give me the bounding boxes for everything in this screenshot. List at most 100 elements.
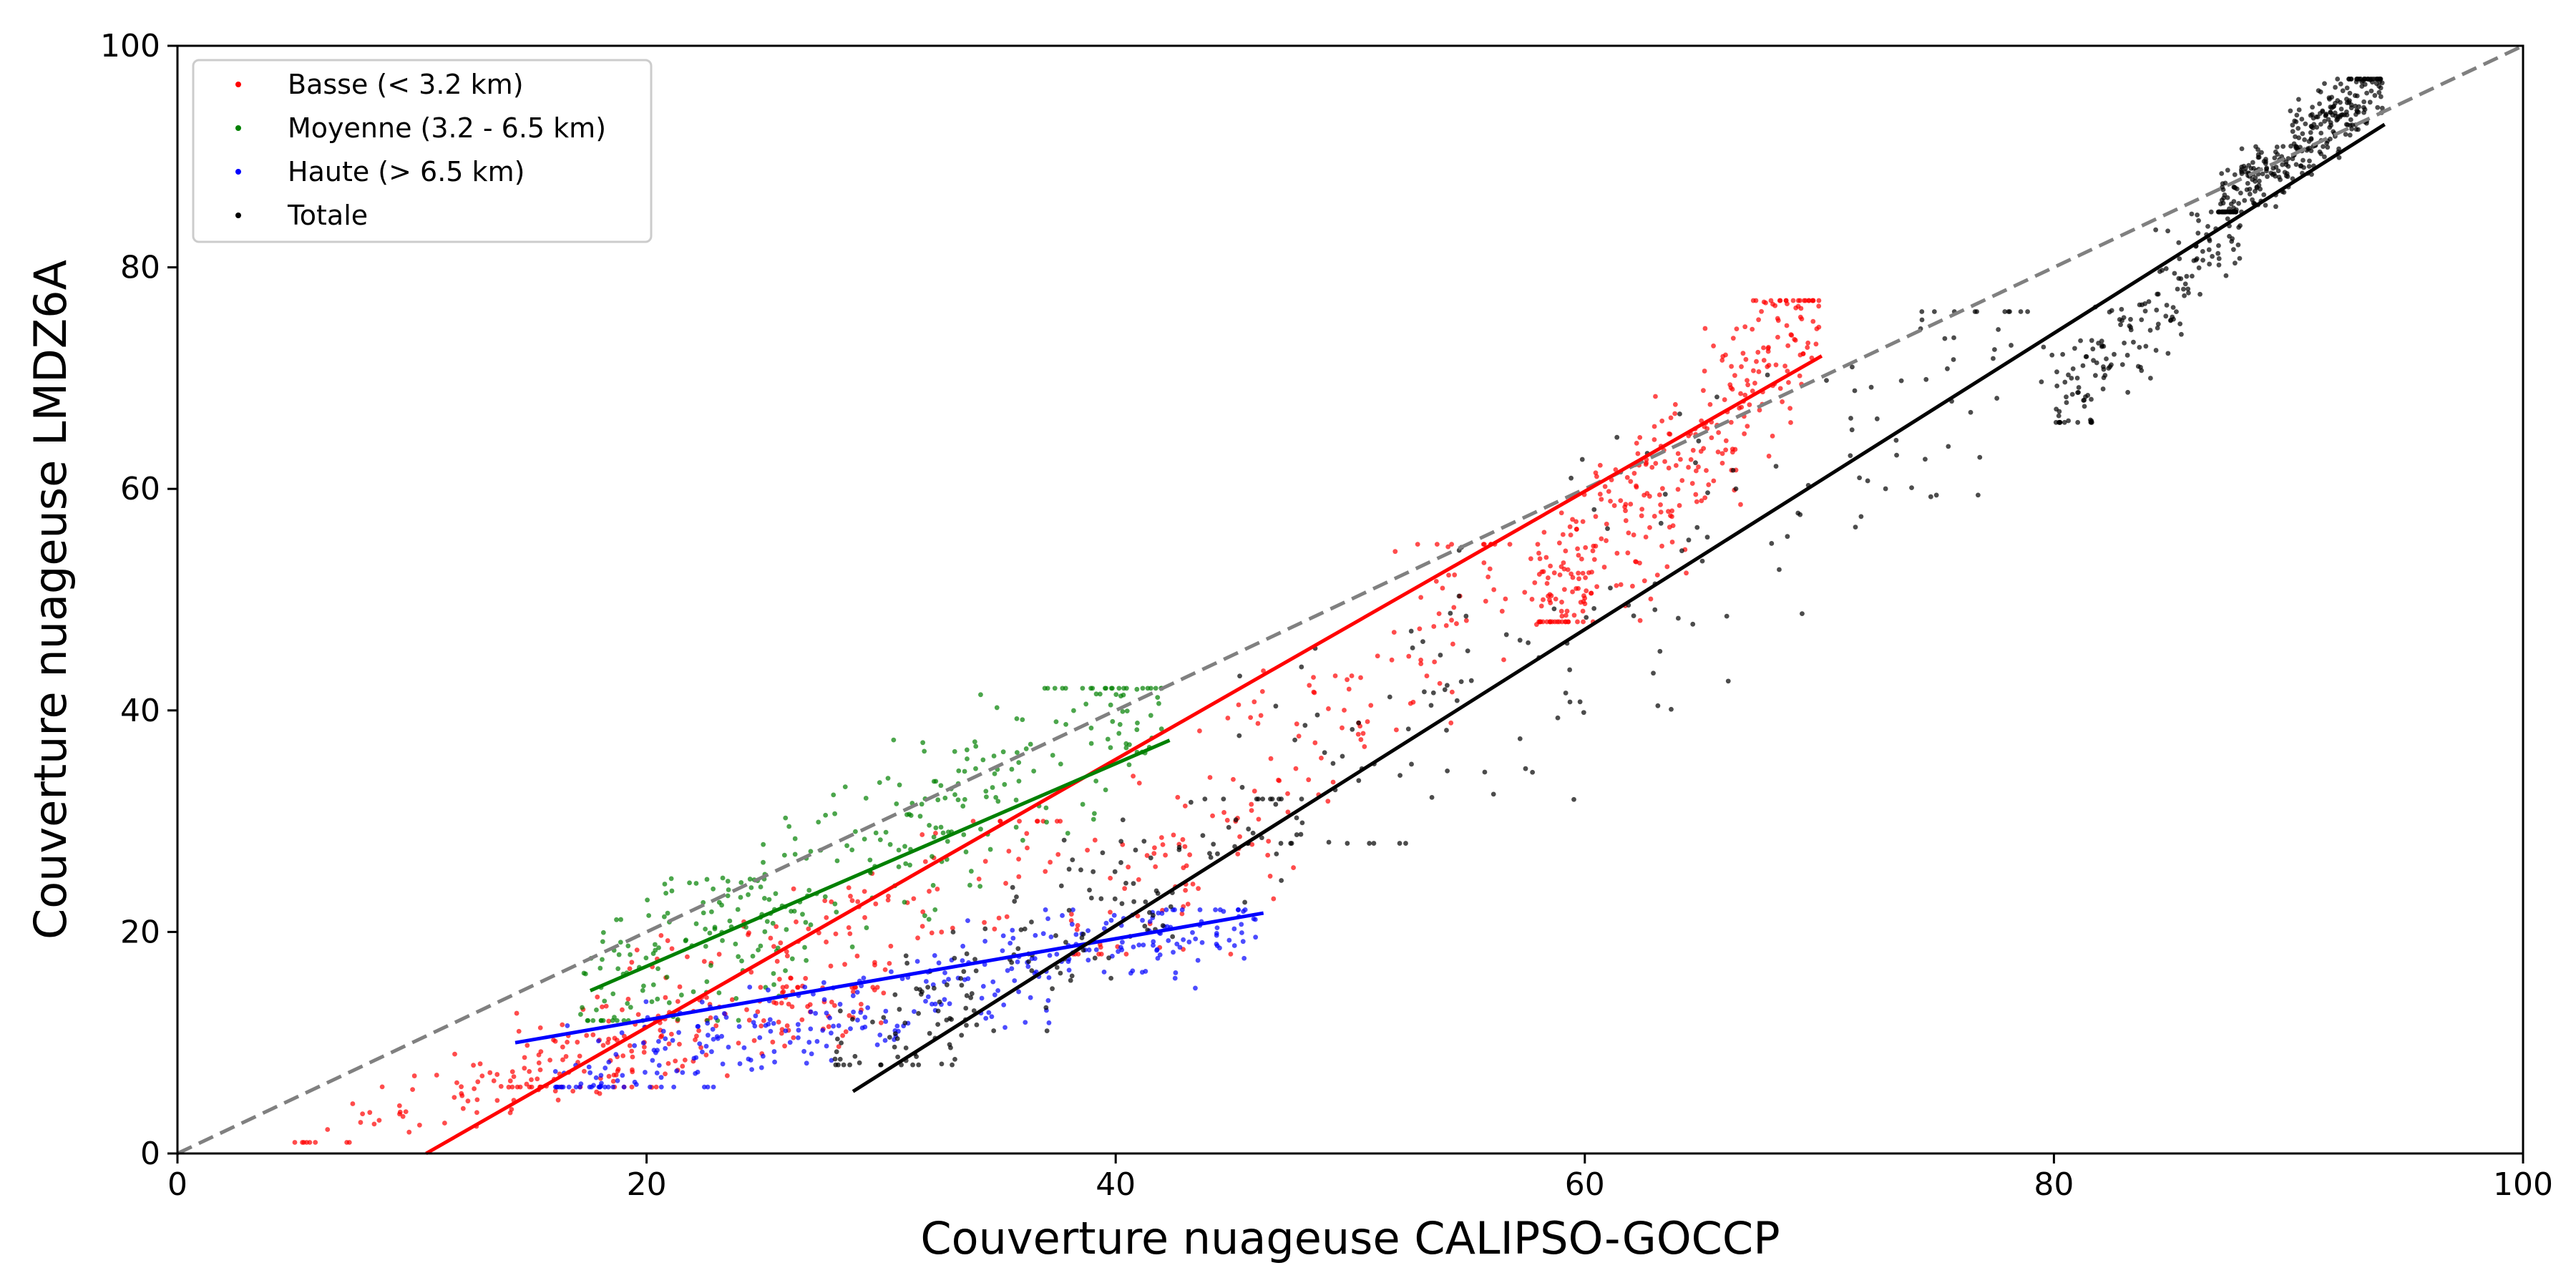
scatter-point bbox=[2056, 419, 2062, 425]
scatter-point bbox=[922, 748, 927, 754]
scatter-point bbox=[1673, 463, 1679, 468]
scatter-point bbox=[522, 1065, 527, 1071]
scatter-point bbox=[853, 985, 859, 990]
scatter-point bbox=[1288, 841, 1294, 846]
scatter-point bbox=[820, 1028, 826, 1033]
scatter-point bbox=[460, 1106, 466, 1111]
scatter-point bbox=[771, 982, 776, 987]
scatter-point bbox=[2002, 309, 2008, 314]
scatter-point bbox=[598, 1073, 604, 1078]
scatter-point bbox=[1325, 799, 1331, 804]
scatter-point bbox=[764, 919, 770, 924]
scatter-point bbox=[2153, 348, 2159, 353]
scatter-point bbox=[1101, 926, 1107, 932]
scatter-point bbox=[1451, 605, 1457, 610]
y-tick-label: 20 bbox=[120, 914, 160, 950]
scatter-point bbox=[1599, 497, 1604, 502]
scatter-point bbox=[655, 996, 660, 1002]
scatter-point bbox=[1140, 686, 1146, 691]
scatter-point bbox=[1093, 947, 1099, 952]
scatter-point bbox=[551, 1037, 556, 1043]
scatter-point bbox=[1394, 727, 1399, 733]
scatter-point bbox=[1634, 559, 1639, 565]
scatter-point bbox=[1724, 613, 1729, 619]
scatter-point bbox=[1581, 593, 1586, 598]
scatter-point bbox=[2308, 123, 2314, 129]
scatter-point bbox=[1096, 951, 1101, 957]
scatter-point bbox=[1092, 955, 1098, 961]
scatter-point bbox=[1788, 332, 1794, 338]
scatter-point bbox=[1093, 779, 1099, 784]
scatter-point bbox=[1690, 621, 1696, 627]
scatter-point bbox=[1848, 453, 1853, 459]
scatter-point bbox=[1806, 298, 1812, 303]
scatter-point bbox=[832, 811, 838, 816]
scatter-point bbox=[963, 1005, 969, 1011]
scatter-point bbox=[683, 938, 688, 944]
scatter-point bbox=[950, 925, 955, 931]
scatter-point bbox=[2049, 352, 2055, 358]
scatter-point bbox=[2353, 112, 2358, 117]
scatter-point bbox=[1108, 975, 1114, 981]
scatter-point bbox=[1068, 977, 1073, 983]
scatter-point bbox=[1853, 525, 1858, 530]
scatter-point bbox=[891, 737, 897, 743]
scatter-point bbox=[1693, 468, 1699, 474]
scatter-point bbox=[766, 987, 771, 992]
scatter-point bbox=[537, 1025, 543, 1030]
scatter-point bbox=[1773, 362, 1779, 368]
scatter-point bbox=[675, 999, 680, 1004]
scatter-point bbox=[1658, 509, 1664, 515]
scatter-point bbox=[1000, 948, 1005, 953]
scatter-point bbox=[779, 1000, 784, 1006]
scatter-point bbox=[472, 1086, 477, 1091]
scatter-point bbox=[828, 963, 834, 969]
scatter-point bbox=[863, 796, 869, 801]
scatter-point bbox=[806, 1040, 812, 1045]
scatter-point bbox=[725, 879, 731, 884]
scatter-point bbox=[1639, 513, 1644, 519]
scatter-point bbox=[1014, 716, 1020, 721]
scatter-point bbox=[1186, 940, 1192, 945]
scatter-point bbox=[1693, 460, 1698, 466]
scatter-point bbox=[643, 955, 649, 961]
scatter-point bbox=[1720, 353, 1726, 359]
scatter-point bbox=[1135, 913, 1141, 919]
scatter-point bbox=[1800, 351, 1806, 356]
scatter-point bbox=[1239, 784, 1245, 790]
scatter-point bbox=[1696, 464, 1701, 469]
scatter-point bbox=[808, 922, 814, 927]
scatter-point bbox=[1618, 582, 1624, 587]
scatter-point bbox=[680, 1063, 686, 1069]
y-axis-title: Couverture nuageuse LMDZ6A bbox=[24, 260, 77, 940]
scatter-point bbox=[1080, 801, 1085, 807]
scatter-point bbox=[904, 960, 910, 966]
scatter-point bbox=[1420, 639, 1425, 645]
scatter-point bbox=[1996, 327, 2001, 332]
scatter-point bbox=[978, 826, 983, 832]
scatter-point bbox=[2302, 137, 2307, 142]
scatter-point bbox=[2256, 155, 2262, 160]
scatter-point bbox=[950, 1062, 955, 1068]
scatter-point bbox=[1054, 819, 1060, 824]
scatter-point bbox=[1613, 467, 1619, 472]
scatter-point bbox=[822, 894, 828, 899]
scatter-point bbox=[1151, 939, 1156, 945]
scatter-point bbox=[371, 1121, 377, 1127]
scatter-point bbox=[1942, 336, 1948, 341]
scatter-point bbox=[1330, 779, 1336, 785]
scatter-point bbox=[600, 930, 606, 935]
scatter-point bbox=[1160, 841, 1166, 847]
scatter-point bbox=[586, 1064, 592, 1070]
scatter-point bbox=[804, 1060, 809, 1066]
scatter-point bbox=[1023, 746, 1029, 751]
scatter-point bbox=[704, 979, 710, 985]
scatter-point bbox=[2221, 195, 2226, 201]
scatter-point bbox=[1083, 701, 1089, 707]
scatter-point bbox=[2280, 144, 2286, 149]
scatter-point bbox=[2165, 351, 2171, 356]
scatter-point bbox=[2283, 162, 2289, 167]
scatter-point bbox=[560, 1044, 565, 1050]
scatter-point bbox=[1031, 769, 1037, 774]
